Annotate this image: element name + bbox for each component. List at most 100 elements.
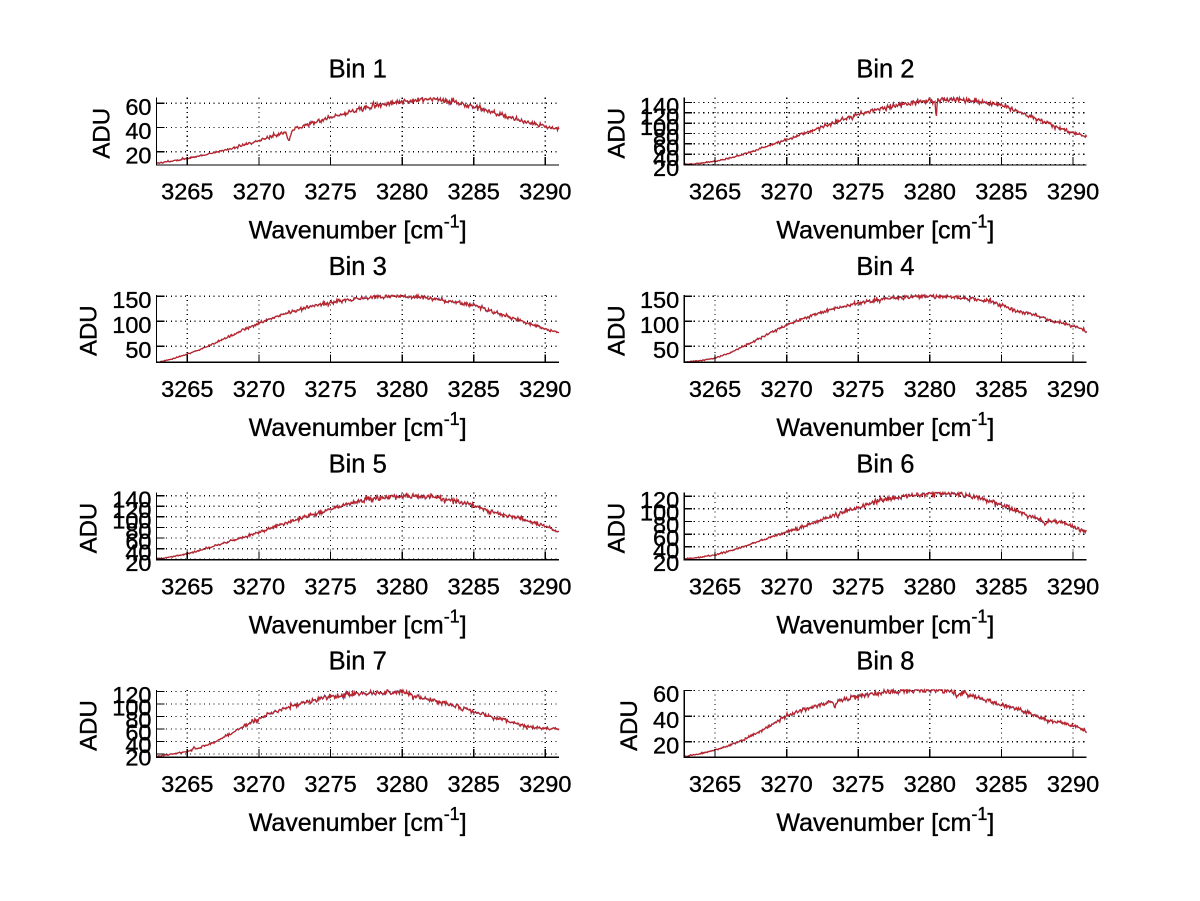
svg-text:3265: 3265 <box>161 574 213 600</box>
svg-text:3280: 3280 <box>376 771 428 797</box>
svg-text:3270: 3270 <box>233 376 285 402</box>
svg-text:140: 140 <box>112 486 151 512</box>
svg-text:ADU: ADU <box>603 503 630 554</box>
svg-text:40: 40 <box>653 707 679 733</box>
svg-text:20: 20 <box>125 550 151 576</box>
svg-text:3265: 3265 <box>689 771 741 797</box>
svg-text:100: 100 <box>112 312 151 338</box>
svg-text:Bin 8: Bin 8 <box>856 648 914 676</box>
svg-text:40: 40 <box>125 118 151 144</box>
svg-text:3270: 3270 <box>760 574 812 600</box>
svg-text:120: 120 <box>640 104 679 130</box>
svg-text:3285: 3285 <box>975 179 1027 205</box>
svg-text:3265: 3265 <box>689 179 741 205</box>
svg-text:Bin 6: Bin 6 <box>856 450 914 478</box>
svg-text:60: 60 <box>125 720 151 746</box>
svg-text:20: 20 <box>653 155 679 181</box>
svg-text:140: 140 <box>640 93 679 119</box>
svg-text:80: 80 <box>125 518 151 544</box>
svg-text:100: 100 <box>640 500 679 526</box>
svg-text:3280: 3280 <box>376 376 428 402</box>
svg-text:3290: 3290 <box>1047 771 1099 797</box>
svg-text:3280: 3280 <box>376 574 428 600</box>
svg-text:60: 60 <box>653 681 679 707</box>
svg-text:Bin 7: Bin 7 <box>329 648 387 676</box>
svg-text:3265: 3265 <box>161 179 213 205</box>
svg-text:60: 60 <box>653 525 679 551</box>
svg-text:3280: 3280 <box>904 771 956 797</box>
svg-text:3280: 3280 <box>376 179 428 205</box>
svg-text:120: 120 <box>112 682 151 708</box>
svg-text:80: 80 <box>653 512 679 538</box>
svg-text:80: 80 <box>125 707 151 733</box>
svg-text:3265: 3265 <box>161 376 213 402</box>
svg-text:3280: 3280 <box>904 376 956 402</box>
svg-text:ADU: ADU <box>616 700 643 751</box>
svg-text:3285: 3285 <box>448 376 500 402</box>
svg-text:3280: 3280 <box>904 574 956 600</box>
svg-text:Wavenumber [cm-1]: Wavenumber [cm-1] <box>249 804 467 837</box>
svg-text:3285: 3285 <box>975 574 1027 600</box>
svg-text:3275: 3275 <box>304 771 356 797</box>
svg-text:ADU: ADU <box>603 305 630 356</box>
svg-text:40: 40 <box>125 732 151 758</box>
svg-text:120: 120 <box>112 497 151 523</box>
svg-text:60: 60 <box>125 94 151 120</box>
svg-text:3285: 3285 <box>448 771 500 797</box>
svg-text:40: 40 <box>125 539 151 565</box>
svg-text:Wavenumber [cm-1]: Wavenumber [cm-1] <box>776 804 994 837</box>
svg-text:3285: 3285 <box>448 574 500 600</box>
svg-text:ADU: ADU <box>76 700 103 751</box>
svg-text:100: 100 <box>640 114 679 140</box>
svg-text:3270: 3270 <box>233 771 285 797</box>
svg-text:3265: 3265 <box>689 574 741 600</box>
svg-text:3285: 3285 <box>975 376 1027 402</box>
svg-text:3275: 3275 <box>304 574 356 600</box>
svg-text:100: 100 <box>112 695 151 721</box>
svg-text:120: 120 <box>640 487 679 513</box>
svg-text:Bin 1: Bin 1 <box>329 56 387 84</box>
svg-text:60: 60 <box>125 529 151 555</box>
svg-text:Wavenumber [cm-1]: Wavenumber [cm-1] <box>776 606 994 639</box>
svg-text:20: 20 <box>125 142 151 168</box>
svg-text:40: 40 <box>653 145 679 171</box>
svg-text:3275: 3275 <box>832 179 884 205</box>
svg-text:Bin 5: Bin 5 <box>329 450 387 478</box>
svg-text:3290: 3290 <box>519 574 571 600</box>
svg-text:3275: 3275 <box>832 771 884 797</box>
svg-text:80: 80 <box>653 124 679 150</box>
svg-text:Wavenumber [cm-1]: Wavenumber [cm-1] <box>249 606 467 639</box>
svg-text:40: 40 <box>653 537 679 563</box>
svg-text:60: 60 <box>653 135 679 161</box>
svg-text:Bin 2: Bin 2 <box>856 56 914 84</box>
svg-text:ADU: ADU <box>76 305 103 356</box>
svg-text:3270: 3270 <box>233 179 285 205</box>
svg-text:3285: 3285 <box>975 771 1027 797</box>
svg-text:3265: 3265 <box>689 376 741 402</box>
svg-text:ADU: ADU <box>603 108 630 159</box>
svg-text:20: 20 <box>653 550 679 576</box>
svg-text:20: 20 <box>125 745 151 771</box>
svg-text:ADU: ADU <box>76 503 103 554</box>
svg-text:3290: 3290 <box>519 179 571 205</box>
svg-text:3275: 3275 <box>304 376 356 402</box>
svg-text:3290: 3290 <box>1047 376 1099 402</box>
svg-text:Wavenumber [cm-1]: Wavenumber [cm-1] <box>776 212 994 245</box>
svg-text:150: 150 <box>640 287 679 313</box>
svg-text:100: 100 <box>112 508 151 534</box>
svg-text:100: 100 <box>640 312 679 338</box>
svg-text:3290: 3290 <box>519 771 571 797</box>
svg-text:3270: 3270 <box>760 376 812 402</box>
svg-text:3265: 3265 <box>161 771 213 797</box>
svg-text:50: 50 <box>125 337 151 363</box>
svg-text:3270: 3270 <box>233 574 285 600</box>
svg-text:3270: 3270 <box>760 179 812 205</box>
svg-text:3270: 3270 <box>760 771 812 797</box>
svg-text:3290: 3290 <box>1047 574 1099 600</box>
svg-text:20: 20 <box>653 732 679 758</box>
svg-text:Wavenumber [cm-1]: Wavenumber [cm-1] <box>776 409 994 442</box>
svg-text:3275: 3275 <box>832 574 884 600</box>
svg-text:Bin 3: Bin 3 <box>329 253 387 281</box>
svg-text:3285: 3285 <box>448 179 500 205</box>
svg-text:50: 50 <box>653 337 679 363</box>
